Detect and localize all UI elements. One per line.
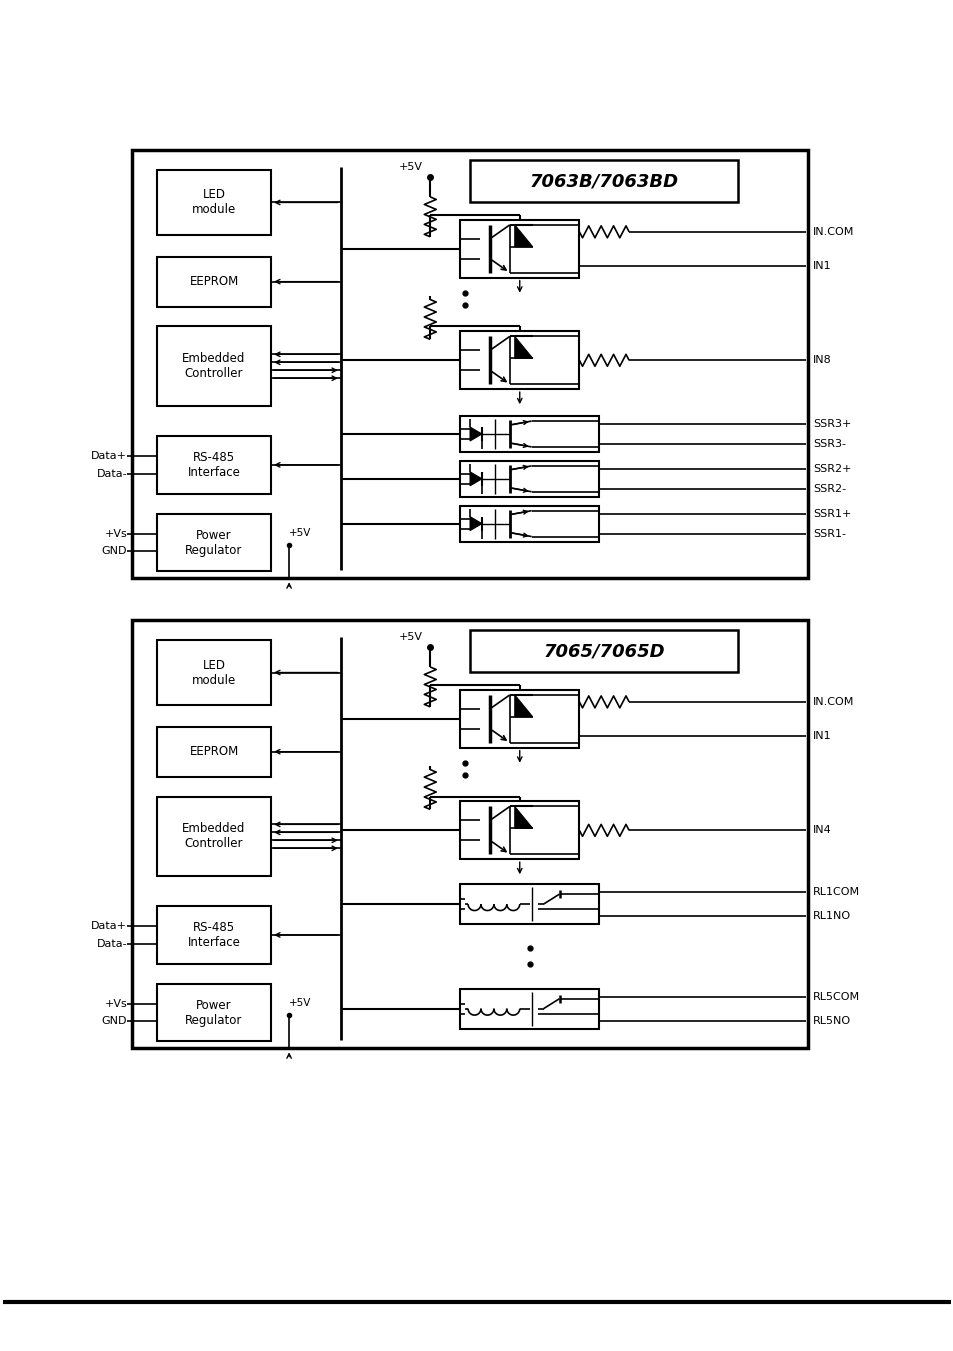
Bar xyxy=(459,461,598,497)
Bar xyxy=(459,801,578,859)
Text: Data+: Data+ xyxy=(91,451,127,461)
Text: Power
Regulator: Power Regulator xyxy=(185,528,242,557)
Text: SSR2+: SSR2+ xyxy=(812,463,851,474)
Text: 7063B/7063BD: 7063B/7063BD xyxy=(529,172,679,190)
Text: RL1COM: RL1COM xyxy=(812,888,860,897)
Bar xyxy=(156,984,271,1042)
Text: RL5NO: RL5NO xyxy=(812,1016,850,1025)
Text: SSR1+: SSR1+ xyxy=(812,509,850,519)
Text: IN.COM: IN.COM xyxy=(812,697,854,707)
Bar xyxy=(459,505,598,542)
Bar xyxy=(156,170,271,235)
Text: +5V: +5V xyxy=(398,162,422,172)
Bar xyxy=(156,327,271,407)
Bar xyxy=(459,884,598,924)
Bar xyxy=(156,257,271,307)
Bar xyxy=(459,220,578,278)
Polygon shape xyxy=(515,807,532,828)
Polygon shape xyxy=(470,516,481,531)
Bar xyxy=(132,150,807,578)
Text: EEPROM: EEPROM xyxy=(190,276,238,288)
Bar xyxy=(470,630,738,671)
Text: Data+: Data+ xyxy=(91,921,127,931)
Text: +Vs: +Vs xyxy=(104,998,127,1009)
Text: LED
module: LED module xyxy=(192,188,236,216)
Text: RL1NO: RL1NO xyxy=(812,911,850,921)
Text: IN1: IN1 xyxy=(812,261,831,270)
Text: +Vs: +Vs xyxy=(104,528,127,539)
Bar xyxy=(156,907,271,963)
Bar xyxy=(459,331,578,389)
Polygon shape xyxy=(470,471,481,486)
Text: RS-485
Interface: RS-485 Interface xyxy=(188,451,240,478)
Polygon shape xyxy=(515,336,532,358)
Text: SSR1-: SSR1- xyxy=(812,528,845,539)
Text: RL5COM: RL5COM xyxy=(812,992,860,1001)
Text: EEPROM: EEPROM xyxy=(190,746,238,758)
Bar xyxy=(132,620,807,1048)
Text: Power
Regulator: Power Regulator xyxy=(185,998,242,1027)
Text: +5V: +5V xyxy=(289,997,311,1008)
Bar xyxy=(156,513,271,571)
Text: IN1: IN1 xyxy=(812,731,831,740)
Text: RS-485
Interface: RS-485 Interface xyxy=(188,921,240,948)
Text: Data-: Data- xyxy=(96,469,127,478)
Text: +5V: +5V xyxy=(398,632,422,642)
Text: SSR3+: SSR3+ xyxy=(812,419,850,430)
Text: SSR3-: SSR3- xyxy=(812,439,845,449)
Bar xyxy=(156,797,271,877)
Bar xyxy=(156,727,271,777)
Text: LED
module: LED module xyxy=(192,658,236,686)
Polygon shape xyxy=(470,427,481,440)
Text: SSR2-: SSR2- xyxy=(812,484,845,493)
Bar xyxy=(470,161,738,201)
Bar xyxy=(459,690,578,747)
Polygon shape xyxy=(515,224,532,247)
Polygon shape xyxy=(515,694,532,717)
Bar xyxy=(459,989,598,1028)
Bar xyxy=(156,640,271,705)
Text: GND: GND xyxy=(101,546,127,557)
Text: Data-: Data- xyxy=(96,939,127,948)
Text: 7065/7065D: 7065/7065D xyxy=(543,642,664,661)
Text: Embedded
Controller: Embedded Controller xyxy=(182,353,246,380)
Text: Embedded
Controller: Embedded Controller xyxy=(182,823,246,850)
Text: +5V: +5V xyxy=(289,528,311,538)
Text: IN8: IN8 xyxy=(812,355,831,365)
Text: GND: GND xyxy=(101,1016,127,1027)
Text: IN.COM: IN.COM xyxy=(812,227,854,236)
Text: IN4: IN4 xyxy=(812,825,831,835)
Bar xyxy=(459,416,598,453)
Bar xyxy=(156,436,271,493)
